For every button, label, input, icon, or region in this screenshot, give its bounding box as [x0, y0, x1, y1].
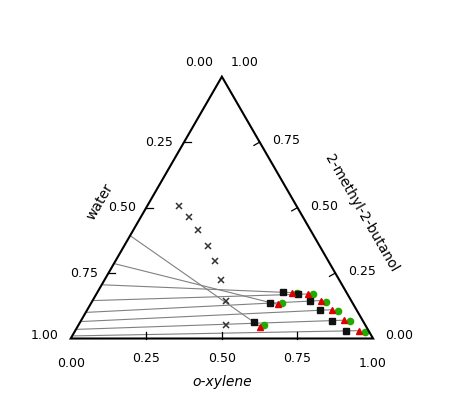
Text: 0.25: 0.25 [146, 136, 173, 149]
Text: 0.75: 0.75 [273, 134, 301, 147]
Text: 0.75: 0.75 [283, 352, 311, 365]
Text: 0.50: 0.50 [208, 352, 236, 365]
Text: 0.50: 0.50 [310, 200, 338, 213]
Text: 0.00: 0.00 [385, 329, 413, 342]
Text: 2-methyl-2-butanol: 2-methyl-2-butanol [321, 152, 401, 275]
Text: 1.00: 1.00 [31, 329, 59, 342]
Text: 0.00: 0.00 [57, 357, 85, 370]
Text: 0.75: 0.75 [70, 267, 98, 280]
Text: 0.50: 0.50 [108, 201, 136, 214]
Text: 0.00: 0.00 [185, 56, 213, 69]
Text: 0.25: 0.25 [348, 265, 376, 278]
Text: 1.00: 1.00 [359, 357, 387, 370]
Text: 0.25: 0.25 [132, 352, 160, 365]
Text: 1.00: 1.00 [231, 56, 259, 69]
Text: o-xylene: o-xylene [192, 375, 252, 389]
Text: water: water [83, 181, 115, 222]
